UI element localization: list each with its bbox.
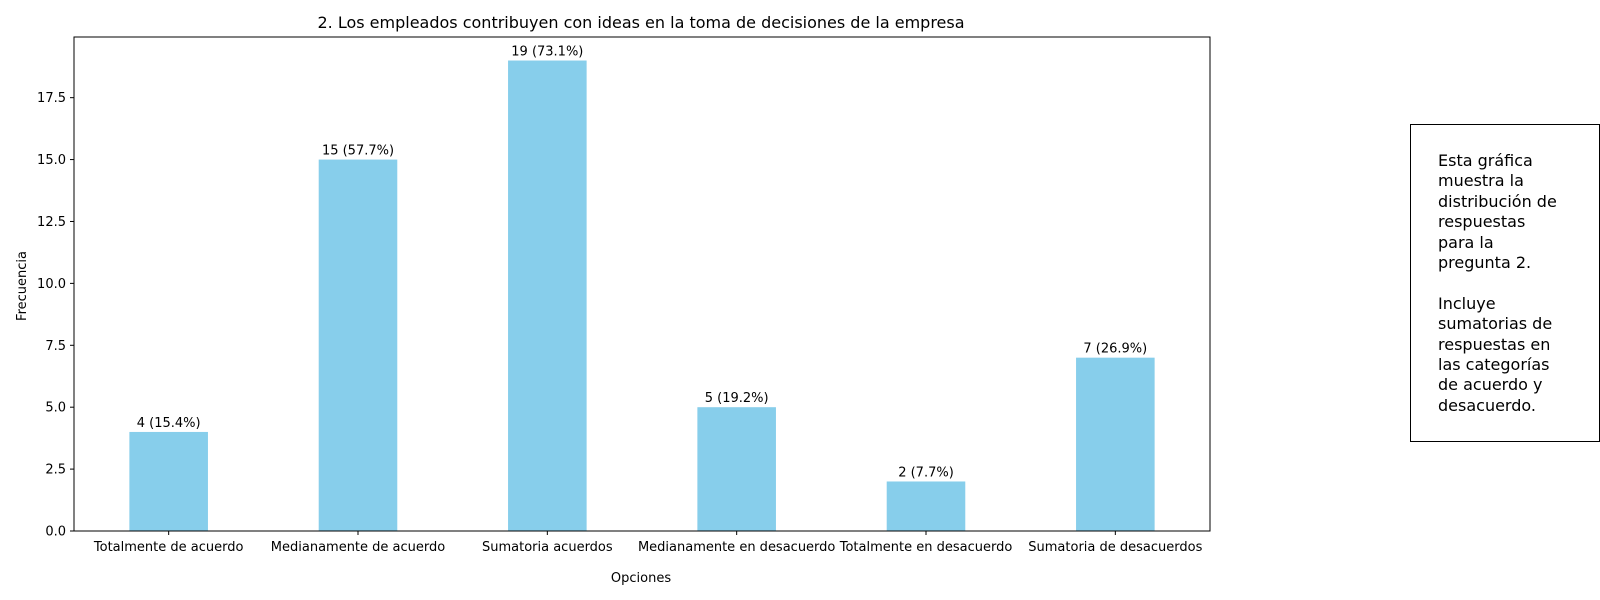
chart-title: 2. Los empleados contribuyen con ideas e…	[317, 13, 964, 32]
bar	[886, 481, 966, 531]
x-axis-label: Opciones	[611, 571, 671, 586]
x-tick-label: Medianamente de acuerdo	[271, 540, 445, 555]
y-tick-label: 7.5	[45, 339, 66, 354]
y-tick-label: 2.5	[45, 463, 66, 478]
y-tick-label: 15.0	[37, 153, 66, 168]
y-tick-label: 5.0	[45, 401, 66, 416]
bars-layer: 4 (15.4%) 15 (57.7%) 19 (73.1%) 5 (19.2%) 2 …	[129, 45, 1155, 532]
x-tick-label: Totalmente en desacuerdo	[839, 540, 1013, 555]
bar	[1076, 357, 1155, 531]
bar-data-label: 4 (15.4%)	[137, 416, 201, 431]
bar	[508, 60, 587, 532]
x-tick-label: Medianamente en desacuerdo	[638, 540, 835, 555]
bar-data-label: 5 (19.2%)	[705, 391, 769, 406]
y-tick-label: 17.5	[37, 91, 66, 106]
bar-data-label: 7 (26.9%)	[1083, 342, 1147, 357]
y-tick-label: 0.0	[45, 525, 66, 540]
x-tick-label: Sumatoria de desacuerdos	[1028, 540, 1202, 555]
bar-data-label: 19 (73.1%)	[511, 45, 583, 60]
bar	[697, 407, 776, 531]
annotation-box: Esta gráfica muestra la distribución de …	[1410, 124, 1600, 442]
plot-frame	[73, 36, 1211, 532]
bar	[129, 431, 208, 531]
x-tick-label: Sumatoria acuerdos	[482, 540, 613, 555]
x-tick-label: Totalmente de acuerdo	[93, 540, 244, 555]
y-tick-label: 12.5	[37, 215, 66, 230]
axes-layer: Totalmente de acuerdo Medianamente de acu…	[37, 36, 1211, 555]
bar-data-label: 15 (57.7%)	[322, 144, 394, 159]
y-axis-label: Frecuencia	[15, 251, 30, 321]
bar	[318, 159, 398, 531]
y-tick-label: 10.0	[37, 277, 66, 292]
bar-data-label: 2 (7.7%)	[898, 465, 954, 480]
